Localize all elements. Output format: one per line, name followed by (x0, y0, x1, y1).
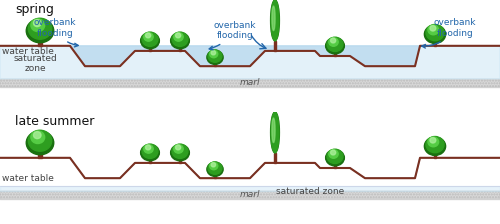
Ellipse shape (172, 32, 188, 46)
Ellipse shape (424, 25, 446, 43)
Ellipse shape (140, 144, 160, 161)
Ellipse shape (426, 24, 444, 41)
Ellipse shape (272, 6, 275, 30)
Ellipse shape (327, 149, 343, 164)
Bar (214, 60, 216, 66)
Ellipse shape (271, 112, 279, 153)
Ellipse shape (170, 144, 190, 161)
Ellipse shape (31, 19, 44, 32)
Ellipse shape (174, 32, 183, 41)
Ellipse shape (426, 136, 444, 153)
Bar (149, 156, 151, 163)
Ellipse shape (329, 150, 338, 158)
Bar (38, 148, 42, 158)
Ellipse shape (144, 32, 153, 41)
Text: spring: spring (15, 2, 54, 15)
Ellipse shape (208, 162, 222, 174)
Text: saturated zone: saturated zone (276, 187, 344, 196)
Ellipse shape (270, 112, 280, 153)
Bar (434, 150, 436, 158)
Ellipse shape (424, 137, 446, 155)
Ellipse shape (330, 150, 336, 155)
Ellipse shape (210, 50, 218, 58)
Ellipse shape (428, 137, 438, 147)
Ellipse shape (26, 19, 54, 43)
Text: overbank
flooding: overbank flooding (209, 21, 256, 50)
Ellipse shape (144, 144, 153, 153)
Ellipse shape (207, 162, 223, 176)
Ellipse shape (430, 138, 436, 143)
Ellipse shape (210, 162, 218, 170)
Text: late summer: late summer (15, 114, 94, 127)
Ellipse shape (28, 130, 52, 151)
Text: saturated
zone: saturated zone (13, 54, 57, 73)
Ellipse shape (176, 33, 180, 38)
Bar (274, 41, 276, 51)
Bar (149, 44, 151, 51)
Ellipse shape (174, 144, 183, 153)
Ellipse shape (271, 0, 279, 41)
Ellipse shape (34, 132, 41, 139)
Ellipse shape (176, 145, 180, 150)
Text: overbank
flooding: overbank flooding (34, 18, 78, 47)
Text: marl: marl (240, 78, 260, 87)
Ellipse shape (26, 131, 54, 155)
Ellipse shape (172, 144, 188, 158)
Ellipse shape (326, 150, 344, 166)
Ellipse shape (142, 144, 158, 158)
Bar (214, 172, 216, 178)
Ellipse shape (326, 38, 344, 54)
Text: overbank
flooding: overbank flooding (422, 18, 476, 48)
Polygon shape (0, 46, 500, 66)
Bar (38, 36, 42, 46)
Ellipse shape (211, 51, 216, 55)
Ellipse shape (28, 18, 52, 39)
Ellipse shape (327, 37, 343, 52)
Text: water table: water table (2, 174, 54, 183)
Ellipse shape (207, 50, 223, 64)
Ellipse shape (211, 163, 216, 167)
Ellipse shape (146, 33, 150, 38)
Ellipse shape (170, 32, 190, 49)
Ellipse shape (142, 32, 158, 46)
Ellipse shape (146, 145, 150, 150)
Ellipse shape (430, 26, 436, 31)
Bar (179, 44, 181, 51)
Ellipse shape (31, 131, 44, 144)
Text: marl: marl (240, 190, 260, 199)
Ellipse shape (208, 50, 222, 62)
Ellipse shape (34, 20, 41, 27)
Ellipse shape (270, 0, 280, 41)
Text: water table: water table (2, 47, 54, 56)
Polygon shape (0, 158, 500, 178)
Ellipse shape (329, 38, 338, 46)
Bar (274, 153, 276, 163)
Bar (434, 38, 436, 46)
Bar (334, 161, 336, 168)
Ellipse shape (140, 32, 160, 49)
Bar (179, 156, 181, 163)
Ellipse shape (428, 25, 438, 35)
Ellipse shape (272, 118, 275, 142)
Bar (334, 49, 336, 56)
Ellipse shape (330, 38, 336, 43)
